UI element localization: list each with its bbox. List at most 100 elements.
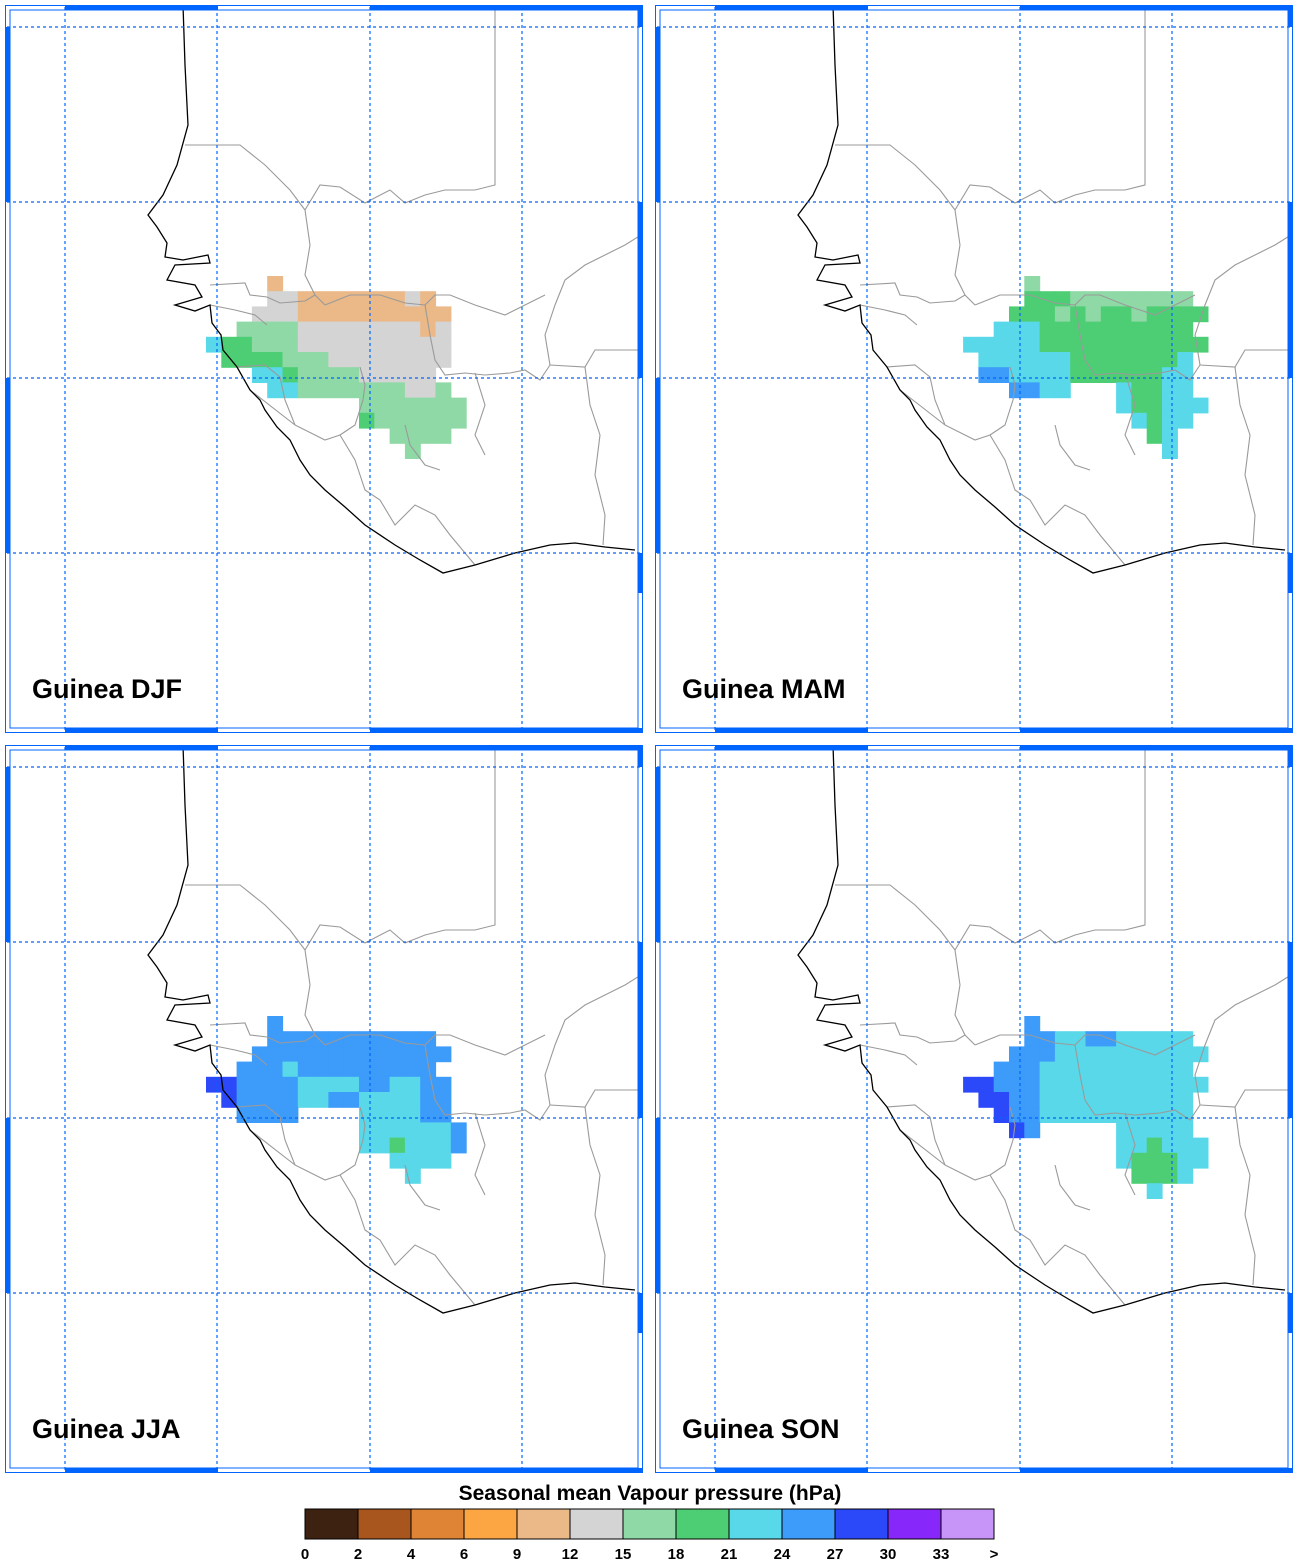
field-cell — [1131, 1061, 1148, 1078]
country-border — [304, 209, 326, 306]
field-cell — [313, 382, 329, 399]
field-cell — [1146, 1046, 1163, 1063]
frame-tick-right — [638, 5, 643, 27]
field-cell — [1162, 412, 1178, 429]
field-cell — [251, 352, 268, 368]
field-cell — [374, 1046, 391, 1063]
field-cell — [236, 1092, 253, 1108]
field-cell — [1146, 1152, 1163, 1169]
field-cell — [1131, 321, 1148, 338]
colorbar-swatch — [940, 1508, 995, 1540]
colorbar-swatch — [357, 1508, 412, 1540]
frame-ticks — [655, 5, 1293, 733]
field-cell — [1131, 1031, 1148, 1047]
field-cell — [389, 382, 406, 399]
field-cell — [1177, 1168, 1194, 1184]
field-cell — [1177, 1031, 1194, 1047]
field-cell — [1146, 352, 1163, 368]
field-cell — [978, 1092, 995, 1108]
field-cell — [328, 1061, 345, 1078]
field-cell — [1177, 291, 1194, 307]
field-cell — [313, 1061, 329, 1078]
field-cell — [993, 321, 1010, 338]
field-cell — [313, 1031, 329, 1047]
frame-tick-bottom — [370, 1468, 643, 1473]
field-cell — [963, 1076, 979, 1093]
field-cell — [313, 367, 329, 383]
field-cell — [1009, 1092, 1025, 1108]
field-cell — [1054, 306, 1071, 323]
field-cell — [389, 412, 406, 429]
field-cell — [389, 352, 406, 368]
field-cell — [343, 291, 360, 307]
field-cell — [1009, 1076, 1025, 1093]
field-cell — [420, 1107, 437, 1123]
field-cell — [450, 412, 467, 429]
colorbar-tick-label: 24 — [773, 1546, 791, 1563]
colorbar-swatch — [675, 1508, 730, 1540]
field-cell — [1039, 336, 1056, 353]
field-cell — [1146, 291, 1163, 307]
country-border — [474, 372, 486, 456]
field-cell — [343, 352, 360, 368]
field-cell — [359, 291, 375, 307]
field-cell — [435, 1092, 452, 1108]
field-cell — [374, 1061, 391, 1078]
field-cell — [1100, 321, 1117, 338]
frame-tick-bottom — [1020, 1468, 1293, 1473]
field-cell — [282, 1046, 299, 1063]
field-cell — [993, 367, 1010, 383]
field-cell — [435, 1046, 452, 1063]
field-cell — [1116, 397, 1132, 414]
field-cell — [251, 1061, 268, 1078]
colorbar-swatch — [516, 1508, 571, 1540]
field-cell — [236, 1061, 253, 1078]
field-cell — [328, 1076, 345, 1093]
field-cell — [1162, 336, 1178, 353]
field-cell — [1116, 382, 1132, 399]
colorbar-tick-label: 0 — [300, 1546, 310, 1563]
field-cell — [1085, 291, 1102, 307]
field-cell — [297, 1031, 314, 1047]
field-cell — [404, 1076, 421, 1093]
field-cell — [374, 291, 391, 307]
country-border — [304, 745, 496, 951]
field-cell — [1070, 306, 1087, 323]
field-cell — [1024, 1061, 1041, 1078]
field-cell — [1024, 367, 1041, 383]
field-cell — [1009, 1107, 1025, 1123]
field-cell — [420, 321, 437, 338]
field-cell — [993, 1092, 1010, 1108]
field-cell — [1054, 321, 1071, 338]
field-cell — [435, 1137, 452, 1154]
field-cell — [1070, 1061, 1087, 1078]
field-cell — [267, 1107, 284, 1123]
field-cell — [1116, 336, 1132, 353]
field-cell — [267, 1046, 284, 1063]
field-cell — [1146, 1031, 1163, 1047]
field-cell — [343, 1046, 360, 1063]
colorbar-tick-labels: 0 2 4 6 9 12 15 18 21 24 27 30 33 > — [0, 1546, 1300, 1566]
country-border — [1124, 372, 1136, 456]
colorbar-tick-label: 21 — [720, 1546, 738, 1563]
frame-tick-left — [655, 378, 660, 553]
field-cell — [1085, 352, 1102, 368]
frame-tick-left — [655, 1118, 660, 1293]
field-cell — [1146, 397, 1163, 414]
field-cell — [359, 412, 375, 429]
field-cell — [404, 306, 421, 323]
country-border — [339, 1106, 366, 1176]
field-cell — [221, 352, 238, 368]
map-panel-djf: Guinea DJF — [5, 5, 643, 733]
field-cell — [1100, 352, 1117, 368]
frame-tick-right — [638, 942, 643, 1118]
field-cell — [267, 1031, 284, 1047]
panel-title-djf: Guinea DJF — [32, 674, 183, 704]
field-cell — [389, 1137, 406, 1154]
field-cell — [404, 443, 421, 459]
field-cell — [1177, 1092, 1194, 1108]
field-cell — [1131, 1046, 1148, 1063]
frame-tick-right — [1288, 5, 1293, 27]
field-cell — [1146, 367, 1163, 383]
field-cell — [1162, 428, 1178, 444]
